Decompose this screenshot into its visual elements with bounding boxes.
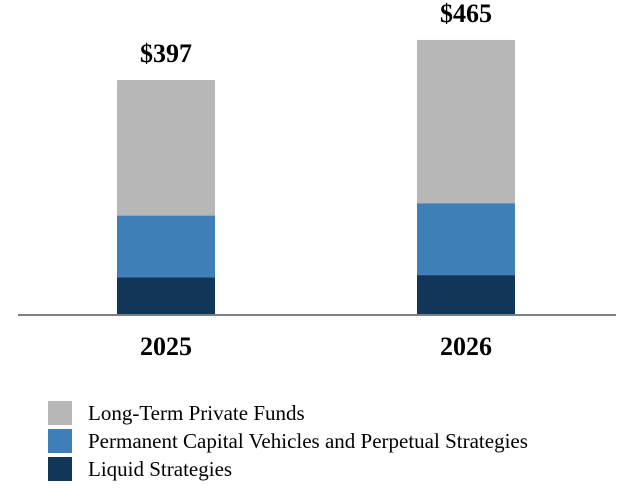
legend-swatch bbox=[48, 429, 72, 453]
legend-item-long-term-private-funds: Long-Term Private Funds bbox=[48, 399, 628, 427]
legend-swatch bbox=[48, 457, 72, 481]
category-label-2025: 2025 bbox=[140, 332, 192, 361]
bar-segment-2025-permanent-capital-vehicles-and-perpetual-strategies bbox=[117, 215, 215, 278]
bar-segment-2025-liquid-strategies bbox=[117, 277, 215, 314]
total-label-2026: $465 bbox=[440, 0, 492, 28]
category-label-2026: 2026 bbox=[440, 332, 492, 361]
legend-item-permanent-capital-vehicles-and-perpetual-strategies: Permanent Capital Vehicles and Perpetual… bbox=[48, 427, 628, 455]
legend-label: Liquid Strategies bbox=[88, 456, 233, 481]
legend-label: Long-Term Private Funds bbox=[88, 400, 305, 425]
legend-label: Permanent Capital Vehicles and Perpetual… bbox=[88, 428, 528, 453]
legend-swatch bbox=[48, 401, 72, 425]
legend: Long-Term Private Funds Permanent Capital… bbox=[48, 399, 628, 483]
bar-segment-2026-permanent-capital-vehicles-and-perpetual-strategies bbox=[417, 203, 515, 276]
bar-segment-2026-long-term-private-funds bbox=[417, 39, 515, 204]
labels-layer: $397 2025 $465 2026 bbox=[140, 0, 492, 361]
total-label-2025: $397 bbox=[140, 39, 192, 68]
bar-segment-2025-long-term-private-funds bbox=[117, 80, 215, 216]
legend-item-liquid-strategies: Liquid Strategies bbox=[48, 455, 628, 483]
bar-segment-2026-liquid-strategies bbox=[417, 275, 515, 314]
bars-layer bbox=[117, 39, 515, 314]
